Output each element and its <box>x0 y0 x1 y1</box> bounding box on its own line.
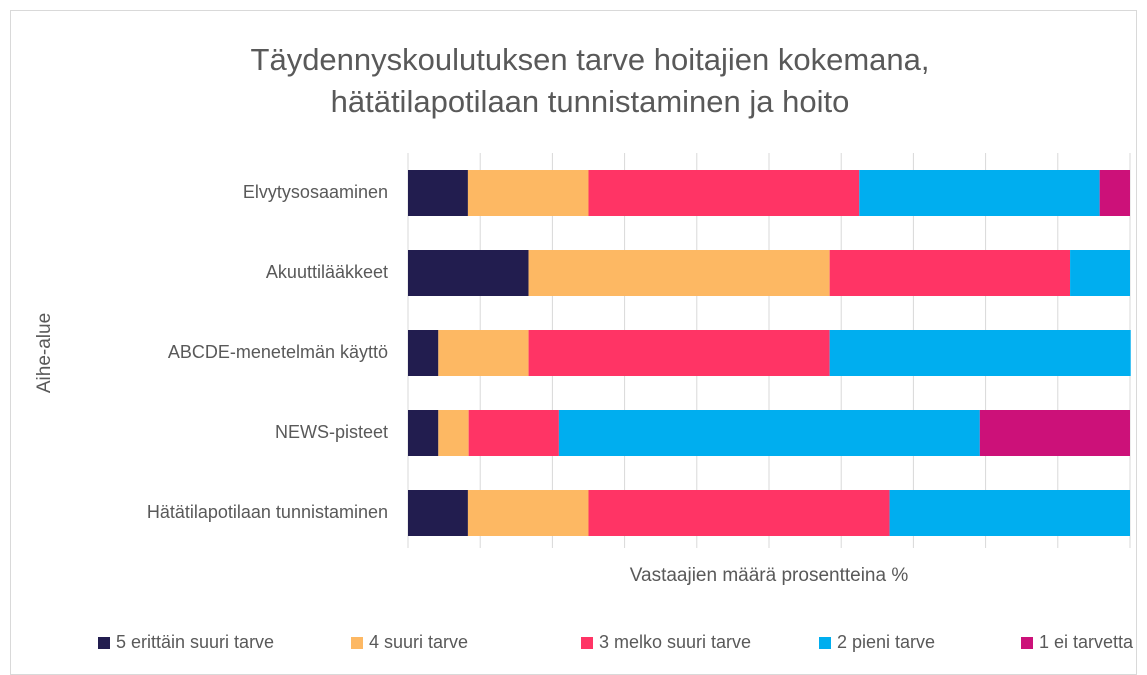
x-axis-label: Vastaajien määrä prosentteina % <box>630 565 909 586</box>
y-axis-label: Aihe-alue <box>34 313 55 393</box>
bar-segment <box>408 490 468 536</box>
bar-segment <box>528 250 830 296</box>
chart-title: hätätilapotilaan tunnistaminen ja hoito <box>331 84 850 119</box>
y-tick-label: Akuuttilääkkeet <box>266 262 388 282</box>
bar-segment <box>438 330 529 376</box>
legend-swatch <box>819 637 831 649</box>
y-tick-label: Hätätilapotilaan tunnistaminen <box>147 502 388 522</box>
legend-label: 2 pieni tarve <box>837 632 935 652</box>
bar-segment <box>408 330 439 376</box>
y-tick-label: NEWS-pisteet <box>275 422 388 442</box>
bar-segment <box>859 170 1100 216</box>
y-tick-label: Elvytysosaaminen <box>243 182 388 202</box>
bar-segment <box>588 490 890 536</box>
bar-segment <box>438 410 469 456</box>
bar-segment <box>408 170 468 216</box>
legend-swatch <box>581 637 593 649</box>
bar-segment <box>588 170 860 216</box>
bar-segment <box>408 410 439 456</box>
bar-segment <box>558 410 980 456</box>
bar-segment <box>408 250 529 296</box>
y-tick-label: ABCDE-menetelmän käyttö <box>168 342 388 362</box>
bar-segment <box>1070 250 1130 296</box>
bar-segment <box>829 250 1071 296</box>
legend-swatch <box>1021 637 1033 649</box>
bar-segment <box>1099 170 1130 216</box>
bar-segment <box>979 410 1130 456</box>
legend-label: 4 suuri tarve <box>369 632 468 652</box>
bar-segment <box>467 490 589 536</box>
legend-label: 1 ei tarvetta <box>1039 632 1134 652</box>
bar-segment <box>829 330 1131 376</box>
legend-swatch <box>351 637 363 649</box>
bar-segment <box>528 330 830 376</box>
legend-swatch <box>98 637 110 649</box>
chart-title: Täydennyskoulutuksen tarve hoitajien kok… <box>251 42 930 77</box>
bar-segment <box>889 490 1130 536</box>
bar-segment <box>467 170 589 216</box>
bar-segment <box>468 410 559 456</box>
legend-label: 3 melko suuri tarve <box>599 632 751 652</box>
legend-label: 5 erittäin suuri tarve <box>116 632 274 652</box>
